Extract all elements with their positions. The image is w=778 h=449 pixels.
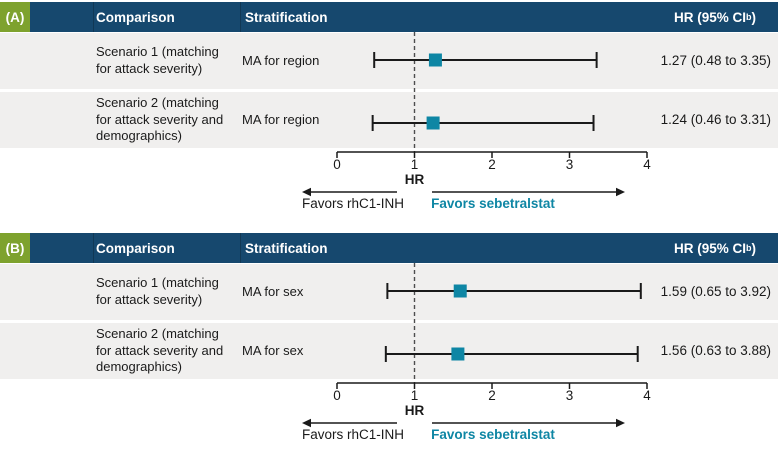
table-header-bar: (A) Comparison Stratification HR (95% CI… [0, 2, 778, 32]
stratification-cell: MA for region [242, 52, 320, 68]
header-spacer [30, 233, 93, 263]
hr-value-cell: 1.27 (0.48 to 3.35) [660, 53, 771, 69]
axis-tick-label: 2 [488, 388, 496, 403]
table-header-row: Comparison Stratification HR (95% CI b) [30, 2, 778, 32]
column-header-comparison: Comparison [93, 2, 240, 32]
axis-tick-label: 0 [333, 157, 341, 172]
comparison-cell: Scenario 2 (matching for attack severity… [96, 326, 224, 375]
panel-label-badge: (B) [0, 233, 30, 263]
hr-header-text: HR (95% CI [673, 9, 746, 25]
stratification-cell: MA for sex [242, 342, 304, 358]
table-header-row: Comparison Stratification HR (95% CI b) [30, 233, 778, 263]
forest-panel-a: (A) Comparison Stratification HR (95% CI… [0, 2, 778, 218]
axis-tick-label: 4 [643, 157, 651, 172]
comparison-cell: Scenario 2 (matching for attack severity… [96, 95, 224, 144]
panel-label-badge: (A) [0, 2, 30, 32]
comparison-cell: Scenario 1 (matching for attack severity… [96, 44, 219, 76]
hr-value-cell: 1.24 (0.46 to 3.31) [660, 112, 771, 128]
hr-value-cell: 1.56 (0.63 to 3.88) [660, 343, 771, 359]
hr-header-text: HR (95% CI [673, 240, 746, 256]
hr-axis-title: HR [404, 172, 425, 187]
hr-header-close: ) [751, 9, 757, 25]
axis-tick-label: 4 [643, 388, 651, 403]
hr-value-cell: 1.59 (0.65 to 3.92) [660, 284, 771, 300]
column-header-comparison: Comparison [93, 233, 240, 263]
favors-right-arrowhead [616, 187, 625, 197]
header-spacer [30, 2, 93, 32]
forest-row: Scenario 1 (matching for attack severity… [0, 33, 778, 89]
comparison-cell: Scenario 1 (matching for attack severity… [96, 275, 219, 307]
favors-right-label: Favors sebetralstat [431, 196, 555, 211]
forest-row: Scenario 2 (matching for attack severity… [0, 323, 778, 379]
forest-row: Scenario 1 (matching for attack severity… [0, 264, 778, 320]
favors-left-arrowhead [302, 418, 311, 428]
hr-axis-title: HR [404, 403, 425, 418]
axis-tick-label: 0 [333, 388, 341, 403]
axis-tick-label: 2 [488, 157, 496, 172]
axis-tick-label: 3 [565, 157, 574, 172]
favors-left-label: Favors rhC1-INH [301, 427, 405, 442]
column-header-hr: HR (95% CI b) [673, 240, 757, 256]
stratification-cell: MA for region [242, 111, 320, 127]
forest-panel-b: (B) Comparison Stratification HR (95% CI… [0, 233, 778, 449]
table-rows: Scenario 1 (matching for attack severity… [0, 264, 778, 379]
forest-row: Scenario 2 (matching for attack severity… [0, 92, 778, 148]
axis-tick-label: 1 [410, 157, 419, 172]
table-header-bar: (B) Comparison Stratification HR (95% CI… [0, 233, 778, 263]
axis-tick-label: 1 [410, 388, 419, 403]
column-header-stratification: Stratification [240, 233, 674, 263]
table-rows: Scenario 1 (matching for attack severity… [0, 33, 778, 148]
column-header-hr: HR (95% CI b) [673, 9, 757, 25]
axis-tick-label: 3 [565, 388, 574, 403]
favors-left-arrowhead [302, 187, 311, 197]
hr-header-close: ) [751, 240, 757, 256]
stratification-cell: MA for sex [242, 283, 304, 299]
favors-left-label: Favors rhC1-INH [301, 196, 405, 211]
favors-right-arrowhead [616, 418, 625, 428]
favors-right-label: Favors sebetralstat [431, 427, 555, 442]
column-header-stratification: Stratification [240, 2, 674, 32]
